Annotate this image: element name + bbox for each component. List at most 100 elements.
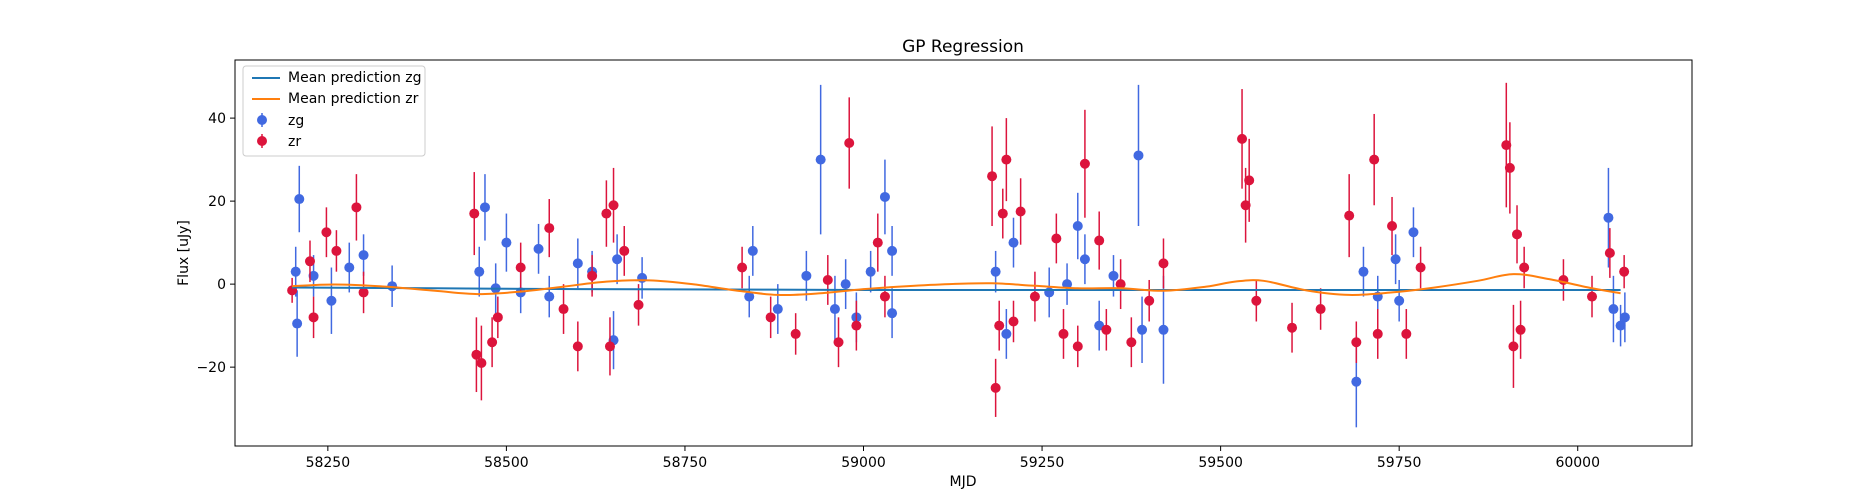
point-zr (1126, 337, 1136, 347)
point-zr (1251, 296, 1261, 306)
point-zr (469, 209, 479, 219)
y-axis-label: Flux [uJy] (176, 220, 192, 286)
point-zr (619, 246, 629, 256)
point-zr (1016, 206, 1026, 216)
point-zg (1603, 213, 1613, 223)
series-zg (291, 85, 1630, 427)
point-zr (844, 138, 854, 148)
point-zg (991, 267, 1001, 277)
x-axis: 58250 58500 58750 59000 59250 59500 59750 60000 (306, 446, 1600, 471)
x-tick-label: 59000 (841, 455, 886, 471)
point-zr (476, 358, 486, 368)
point-zg (291, 267, 301, 277)
point-zr (587, 271, 597, 281)
point-zr (823, 275, 833, 285)
point-zg (801, 271, 811, 281)
point-zr (359, 287, 369, 297)
point-zg (773, 304, 783, 314)
point-zr (1416, 263, 1426, 273)
x-tick-label: 58500 (484, 455, 529, 471)
point-zr (605, 341, 615, 351)
point-zr (1587, 292, 1597, 302)
point-zr (601, 209, 611, 219)
legend-marker-zg (257, 115, 267, 125)
x-tick-label: 59750 (1377, 455, 1422, 471)
point-zr (1351, 337, 1361, 347)
point-zg (1158, 325, 1168, 335)
point-zr (1094, 236, 1104, 246)
point-zg (1608, 304, 1618, 314)
point-zg (1133, 150, 1143, 160)
y-tick-label: 20 (208, 194, 226, 210)
point-zg (326, 296, 336, 306)
y-tick-label: 40 (208, 111, 226, 127)
x-tick-label: 58750 (663, 455, 708, 471)
point-zr (1144, 296, 1154, 306)
point-zr (1008, 316, 1018, 326)
point-zg (344, 263, 354, 273)
point-zr (737, 263, 747, 273)
x-tick-label: 59500 (1198, 455, 1243, 471)
point-zg (637, 273, 647, 283)
x-tick-label: 58250 (306, 455, 351, 471)
point-zg (1394, 296, 1404, 306)
point-zr (1316, 304, 1326, 314)
point-zg (1008, 238, 1018, 248)
point-zg (1358, 267, 1368, 277)
point-zr (309, 312, 319, 322)
legend-label-mean-zr: Mean prediction zr (288, 91, 419, 107)
point-zg (1620, 312, 1630, 322)
point-zg (866, 267, 876, 277)
point-zg (748, 246, 758, 256)
point-zr (994, 321, 1004, 331)
point-zr (1001, 155, 1011, 165)
point-zr (471, 350, 481, 360)
point-zr (1512, 229, 1522, 239)
point-zg (474, 267, 484, 277)
point-zg (830, 304, 840, 314)
data-layer (287, 83, 1630, 427)
point-zg (612, 254, 622, 264)
point-zr (1030, 292, 1040, 302)
x-axis-label: MJD (950, 474, 977, 490)
point-zr (516, 263, 526, 273)
point-zg (544, 292, 554, 302)
point-zg (1073, 221, 1083, 231)
point-zr (1073, 341, 1083, 351)
point-zg (841, 279, 851, 289)
x-tick-label: 60000 (1555, 455, 1600, 471)
chart-title: GP Regression (902, 37, 1024, 57)
point-zr (1058, 329, 1068, 339)
point-zg (1108, 271, 1118, 281)
legend: Mean prediction zg Mean prediction zr zg… (243, 66, 425, 156)
point-zg (294, 194, 304, 204)
x-tick-label: 59250 (1020, 455, 1065, 471)
point-zr (544, 223, 554, 233)
point-zg (1044, 287, 1054, 297)
point-zr (1516, 325, 1526, 335)
point-zr (1101, 325, 1111, 335)
point-zr (1237, 134, 1247, 144)
point-zg (359, 250, 369, 260)
point-zg (1391, 254, 1401, 264)
point-zr (1369, 155, 1379, 165)
point-zr (1508, 341, 1518, 351)
point-zr (573, 341, 583, 351)
point-zg (292, 319, 302, 329)
point-zr (1158, 258, 1168, 268)
legend-label-zr: zr (288, 134, 301, 150)
point-zr (1519, 263, 1529, 273)
point-zr (851, 321, 861, 331)
point-zr (1244, 175, 1254, 185)
point-zr (998, 209, 1008, 219)
point-zr (331, 246, 341, 256)
legend-label-zg: zg (288, 113, 304, 129)
point-zr (305, 256, 315, 266)
point-zr (1080, 159, 1090, 169)
point-zr (766, 312, 776, 322)
plot-frame (235, 60, 1692, 446)
legend-marker-zr (257, 136, 267, 146)
point-zr (493, 312, 503, 322)
point-zr (880, 292, 890, 302)
